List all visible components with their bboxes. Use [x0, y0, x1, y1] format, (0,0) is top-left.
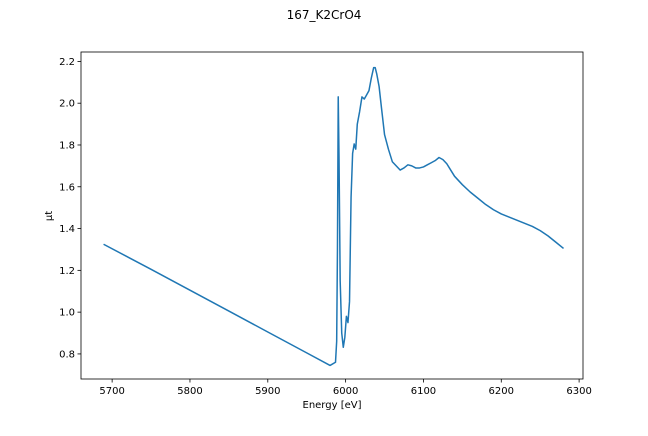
y-axis-ticks: 0.8 1.0 1.2 1.4 1.6 1.8 2.0 2.2 — [59, 57, 81, 360]
x-tick-label: 6000 — [333, 386, 358, 397]
y-tick-label: 1.6 — [59, 182, 75, 193]
y-tick-label: 1.0 — [59, 308, 75, 319]
x-axis-label: Energy [eV] — [303, 400, 362, 411]
x-tick-label: 6300 — [566, 386, 591, 397]
series-line-0 — [103, 66, 565, 367]
plot-area — [103, 66, 565, 367]
y-tick-label: 1.8 — [59, 140, 75, 151]
x-tick-label: 5800 — [177, 386, 202, 397]
x-tick-label: 5700 — [99, 386, 124, 397]
y-tick-label: 1.2 — [59, 266, 75, 277]
x-tick-label: 6200 — [489, 386, 514, 397]
x-tick-label: 6100 — [411, 386, 436, 397]
y-axis-label: μt — [44, 211, 55, 221]
y-tick-label: 2.2 — [59, 57, 75, 68]
x-axis-ticks: 5700 5800 5900 6000 6100 6200 6300 — [99, 379, 592, 397]
chart-title: 167_K2CrO4 — [287, 8, 362, 22]
axes-frame — [80, 51, 584, 380]
y-tick-label: 1.4 — [59, 224, 75, 235]
y-tick-label: 0.8 — [59, 349, 75, 360]
x-tick-label: 5900 — [255, 386, 280, 397]
y-tick-label: 2.0 — [59, 99, 75, 110]
